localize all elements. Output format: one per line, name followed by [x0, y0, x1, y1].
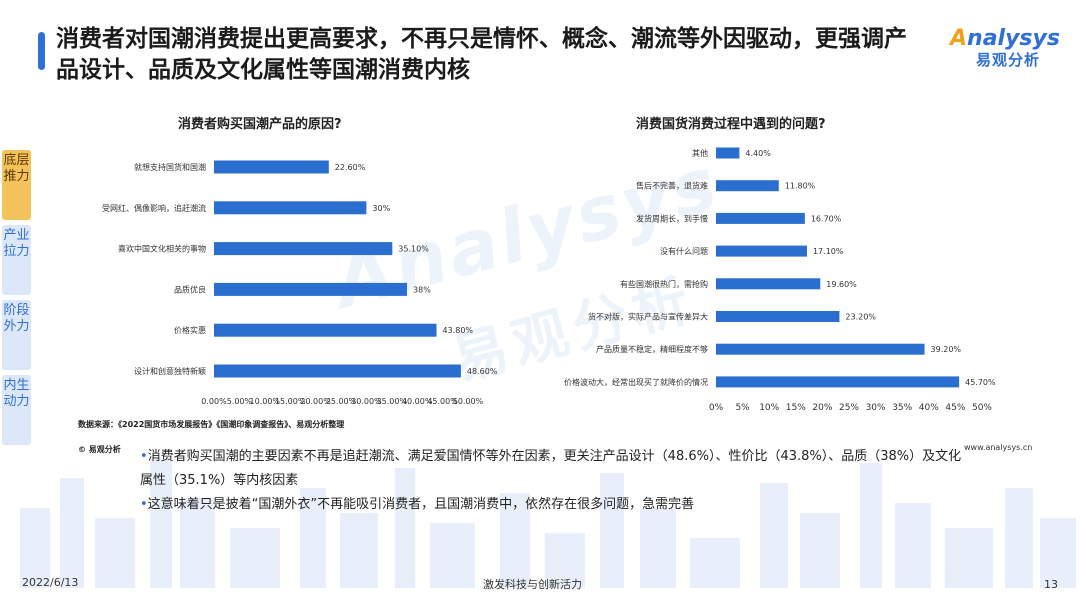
- bullet: •: [140, 449, 148, 464]
- data-label: 48.60%: [467, 367, 498, 376]
- left-chart-title: 消费者购买国潮产品的原因?: [178, 117, 342, 132]
- slide-title: 消费者对国潮消费提出更高要求，不再只是情怀、概念、潮流等外因驱动，更强调产品设计…: [56, 26, 907, 83]
- category-label: 设计和创意独特新颖: [134, 366, 206, 376]
- analysys-logo: Analysys 易观分析: [950, 26, 1070, 70]
- data-label: 39.20%: [931, 345, 962, 354]
- category-label: 产品质量不稳定，精细程度不够: [596, 344, 708, 354]
- x-tick-label: 25%: [839, 403, 859, 413]
- side-tab-group: 底层推力 产业拉力 阶段外力 内生动力: [2, 150, 33, 450]
- x-tick-label: 30%: [866, 403, 886, 413]
- x-tick-label: 50.00%: [453, 397, 484, 406]
- title-accent-bar: [38, 32, 45, 70]
- logo-wordmark: Analysys: [950, 26, 1070, 51]
- x-tick-label: 10%: [759, 403, 779, 413]
- x-tick-label: 10.00%: [250, 397, 281, 406]
- summary-block: •消费者购买国潮的主要因素不再是追赶潮流、满足爱国情怀等外在因素，更关注产品设计…: [140, 445, 970, 517]
- side-tab-label: 产业拉力: [3, 228, 30, 259]
- bar: [716, 180, 779, 192]
- bar: [214, 160, 329, 174]
- bar: [716, 147, 740, 159]
- category-label: 喜欢中国文化相关的事物: [118, 244, 206, 254]
- x-tick-label: 50%: [972, 403, 992, 413]
- x-tick-label: 45.00%: [427, 397, 458, 406]
- category-label: 价格波动大，经常出现买了就降价的情况: [564, 377, 708, 387]
- side-tab-industry-pull[interactable]: 产业拉力: [2, 225, 31, 295]
- x-tick-label: 40.00%: [402, 397, 433, 406]
- x-tick-label: 0.00%: [201, 397, 227, 406]
- website-link[interactable]: www.analysys.cn: [964, 443, 1033, 452]
- summary-text: 这意味着只是披着“国潮外衣”不再能吸引消费者，且国潮消费中，依然存在很多问题，急…: [147, 497, 695, 512]
- page-number: 13: [1044, 578, 1058, 591]
- category-label: 品质优良: [174, 284, 206, 294]
- copyright-note: © 易观分析: [78, 445, 121, 454]
- data-label: 45.70%: [965, 378, 996, 387]
- x-tick-label: 0%: [709, 403, 724, 413]
- category-label: 货不对版，实际产品与宣传差异大: [588, 312, 708, 322]
- data-label: 16.70%: [811, 214, 842, 223]
- category-label: 发货周期长，到手慢: [636, 213, 708, 223]
- x-tick-label: 35.00%: [377, 397, 408, 406]
- bar: [716, 245, 807, 257]
- right-chart-title: 消费国货消费过程中遇到的问题?: [636, 117, 826, 132]
- x-tick-label: 15%: [786, 403, 806, 413]
- category-label: 其他: [692, 148, 708, 158]
- bar: [214, 364, 461, 378]
- side-tab-label: 阶段外力: [3, 303, 30, 334]
- x-tick-label: 35%: [892, 403, 912, 413]
- side-tab-stage-external[interactable]: 阶段外力: [2, 300, 31, 370]
- bar: [214, 242, 393, 256]
- category-label: 没有什么问题: [660, 246, 708, 256]
- bar: [716, 376, 960, 388]
- bar: [214, 323, 437, 337]
- x-tick-label: 40%: [919, 403, 939, 413]
- x-tick-label: 15.00%: [275, 397, 306, 406]
- data-label: 35.10%: [398, 245, 429, 254]
- data-label: 43.80%: [443, 326, 474, 335]
- bar: [214, 201, 367, 215]
- x-tick-label: 20.00%: [300, 397, 331, 406]
- x-tick-label: 45%: [945, 403, 965, 413]
- data-label: 30%: [372, 204, 390, 213]
- category-label: 价格实惠: [174, 325, 206, 335]
- data-label: 17.10%: [813, 247, 844, 256]
- footer-date: 2022/6/13: [22, 576, 79, 589]
- bar: [716, 212, 805, 224]
- summary-point: •消费者购买国潮的主要因素不再是追赶潮流、满足爱国情怀等外在因素，更关注产品设计…: [140, 445, 970, 493]
- side-tab-bottom-push[interactable]: 底层推力: [2, 150, 31, 220]
- bar: [716, 343, 925, 355]
- summary-text: 消费者购买国潮的主要因素不再是追赶潮流、满足爱国情怀等外在因素，更关注产品设计（…: [140, 449, 962, 488]
- x-tick-label: 25.00%: [326, 397, 357, 406]
- data-label: 38%: [413, 285, 431, 294]
- bullet: •: [140, 497, 148, 512]
- x-tick-label: 20%: [812, 403, 832, 413]
- data-label: 19.60%: [826, 280, 857, 289]
- summary-point: •这意味着只是披着“国潮外衣”不再能吸引消费者，且国潮消费中，依然存在很多问题，…: [140, 493, 970, 517]
- category-label: 有些国潮很热门，需抢购: [620, 279, 708, 289]
- category-label: 受网红、偶像影响，追赶潮流: [102, 203, 206, 213]
- data-label: 4.40%: [745, 149, 771, 158]
- city-skyline-background: [20, 458, 1076, 588]
- side-tab-label: 底层推力: [3, 153, 30, 184]
- side-tab-label: 内生动力: [3, 378, 30, 409]
- logo-initial: A: [950, 26, 968, 51]
- bar: [716, 278, 821, 290]
- data-label: 23.20%: [845, 313, 876, 322]
- footer-slogan: 激发科技与创新活力: [483, 578, 582, 591]
- side-tab-endogenous[interactable]: 内生动力: [2, 375, 31, 445]
- data-label: 11.80%: [785, 182, 816, 191]
- bar: [716, 311, 840, 322]
- category-label: 售后不完善，退货难: [636, 181, 708, 191]
- x-tick-label: 5.00%: [227, 397, 253, 406]
- logo-chinese-name: 易观分析: [976, 51, 1041, 69]
- x-tick-label: 5%: [735, 403, 750, 413]
- x-tick-label: 30.00%: [351, 397, 382, 406]
- data-label: 22.60%: [335, 163, 366, 172]
- bar: [214, 282, 408, 296]
- data-source-note: 数据来源：《2022国货市场发展报告》《国潮印象调查报告》、易观分析整理: [78, 420, 345, 429]
- logo-wordmark-text: nalysys: [967, 26, 1060, 51]
- category-label: 就想支持国货和国潮: [134, 162, 206, 172]
